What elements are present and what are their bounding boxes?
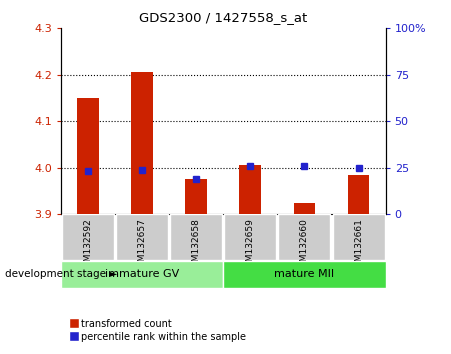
Bar bbox=[185, 179, 207, 214]
Legend: transformed count, percentile rank within the sample: transformed count, percentile rank withi… bbox=[66, 315, 250, 346]
Bar bbox=[278, 214, 331, 260]
Bar bbox=[224, 214, 276, 260]
Text: GSM132660: GSM132660 bbox=[300, 218, 309, 273]
Bar bbox=[348, 175, 369, 214]
Bar bbox=[170, 214, 222, 260]
Text: mature MII: mature MII bbox=[274, 269, 335, 279]
Text: development stage ►: development stage ► bbox=[5, 269, 117, 279]
Bar bbox=[223, 261, 386, 288]
Text: immature GV: immature GV bbox=[105, 269, 179, 279]
Bar bbox=[61, 261, 223, 288]
Bar bbox=[239, 165, 261, 214]
Text: GSM132658: GSM132658 bbox=[192, 218, 201, 273]
Text: GSM132592: GSM132592 bbox=[83, 218, 92, 273]
Bar bbox=[294, 202, 315, 214]
Bar bbox=[116, 214, 168, 260]
Bar bbox=[131, 73, 153, 214]
Text: GSM132657: GSM132657 bbox=[138, 218, 147, 273]
Bar bbox=[77, 98, 99, 214]
Bar bbox=[332, 214, 385, 260]
Bar bbox=[62, 214, 114, 260]
Text: GSM132659: GSM132659 bbox=[246, 218, 255, 273]
Text: GSM132661: GSM132661 bbox=[354, 218, 363, 273]
Title: GDS2300 / 1427558_s_at: GDS2300 / 1427558_s_at bbox=[139, 11, 308, 24]
